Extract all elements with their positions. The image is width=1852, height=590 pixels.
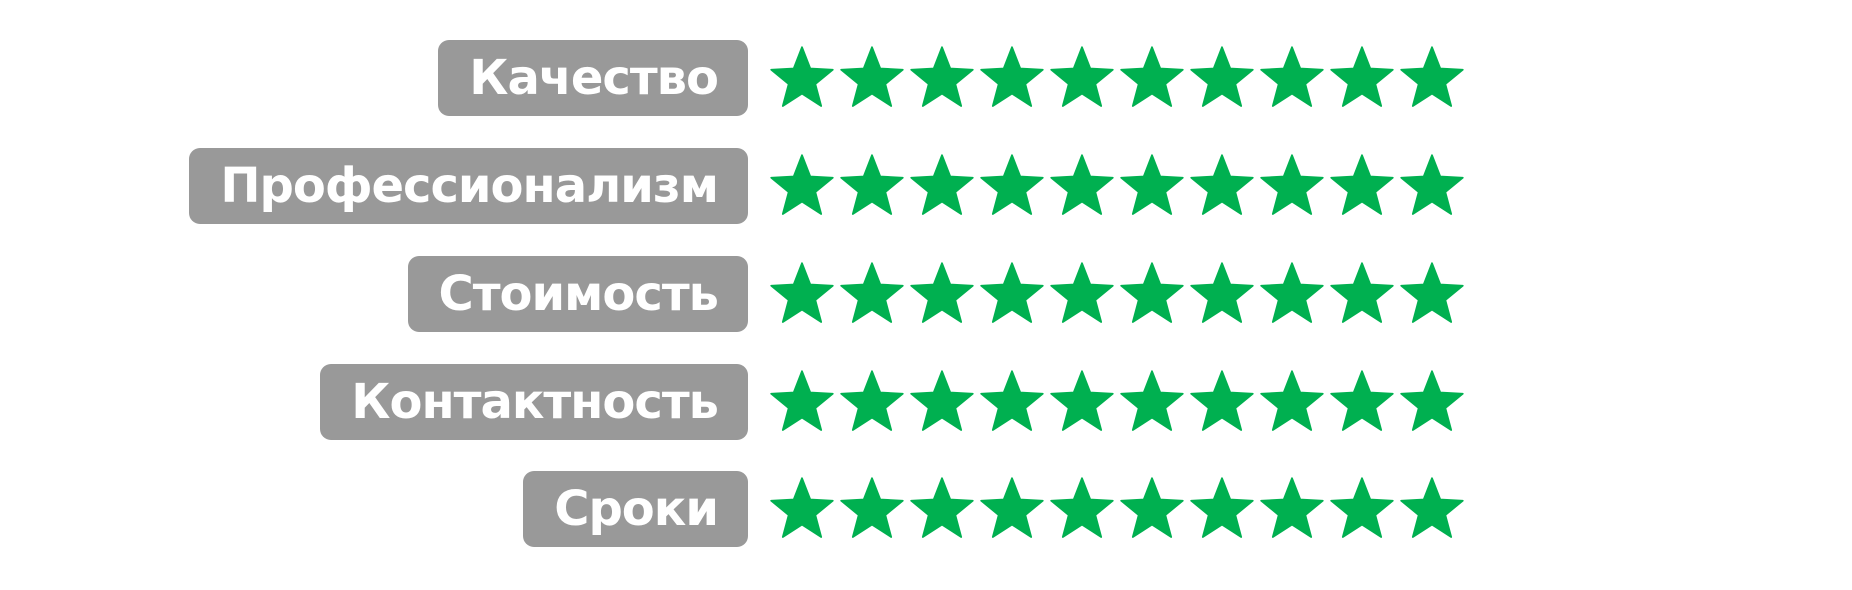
star-icon [1400, 477, 1464, 538]
star-icon [840, 262, 904, 323]
rating-label: Стоимость [407, 256, 748, 332]
star-rating [767, 253, 1467, 335]
star-icon [1330, 370, 1394, 431]
star-icon [1050, 154, 1114, 215]
star-rating [767, 145, 1467, 227]
star-icon [840, 477, 904, 538]
rating-label: Контактность [320, 364, 748, 440]
rating-row-deadlines: Сроки [0, 471, 1852, 547]
rating-row-contactability: Контактность [0, 364, 1852, 440]
star-icon [1260, 154, 1324, 215]
star-icon [1190, 154, 1254, 215]
star-icon [1330, 46, 1394, 107]
star-icon [1330, 262, 1394, 323]
star-rating [767, 361, 1467, 443]
star-icon [980, 46, 1044, 107]
star-icon [1260, 370, 1324, 431]
rating-row-professionalism: Профессионализм [0, 148, 1852, 224]
star-icon [1050, 370, 1114, 431]
star-icon [770, 154, 834, 215]
star-icon [980, 262, 1044, 323]
star-icon [1400, 262, 1464, 323]
star-icon [910, 477, 974, 538]
star-icon [1190, 46, 1254, 107]
star-icon [1330, 154, 1394, 215]
star-rating [767, 468, 1467, 550]
star-icon [910, 46, 974, 107]
star-icon [1190, 477, 1254, 538]
rating-label: Сроки [523, 471, 748, 547]
star-icon [1400, 370, 1464, 431]
star-icon [1260, 262, 1324, 323]
rating-label: Профессионализм [189, 148, 748, 224]
star-icon [1400, 46, 1464, 107]
rating-label: Качество [438, 40, 748, 116]
star-icon [1190, 370, 1254, 431]
star-icon [910, 262, 974, 323]
star-icon [770, 477, 834, 538]
star-icon [1400, 154, 1464, 215]
star-icon [980, 370, 1044, 431]
star-icon [840, 46, 904, 107]
star-icon [980, 154, 1044, 215]
star-icon [980, 477, 1044, 538]
rating-row-cost: Стоимость [0, 256, 1852, 332]
star-icon [910, 154, 974, 215]
star-icon [840, 370, 904, 431]
star-icon [1330, 477, 1394, 538]
star-icon [1050, 46, 1114, 107]
star-icon [1120, 154, 1184, 215]
star-icon [1190, 262, 1254, 323]
rating-row-quality: Качество [0, 40, 1852, 116]
star-icon [1120, 46, 1184, 107]
star-icon [1120, 477, 1184, 538]
star-icon [1260, 477, 1324, 538]
star-icon [1260, 46, 1324, 107]
star-icon [770, 370, 834, 431]
star-icon [1050, 477, 1114, 538]
star-rating [767, 37, 1467, 119]
star-icon [840, 154, 904, 215]
star-icon [1120, 262, 1184, 323]
star-icon [1050, 262, 1114, 323]
star-icon [910, 370, 974, 431]
star-icon [1120, 370, 1184, 431]
star-icon [770, 262, 834, 323]
star-icon [770, 46, 834, 107]
